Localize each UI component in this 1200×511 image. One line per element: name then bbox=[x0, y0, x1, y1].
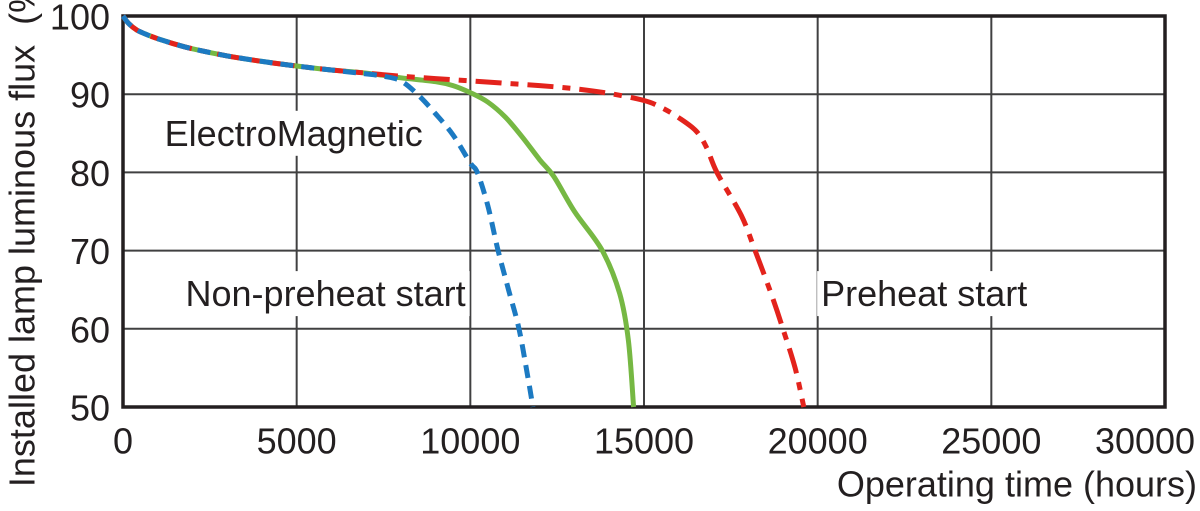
series-label-electromagnetic: ElectroMagnetic bbox=[165, 113, 423, 154]
x-axis-title: Operating time (hours) bbox=[837, 464, 1197, 505]
y-tick-label: 70 bbox=[70, 231, 110, 272]
y-tick-label: 100 bbox=[50, 0, 110, 38]
x-tick-label: 10000 bbox=[420, 421, 520, 462]
series-annotations: ElectroMagnetic Non-preheat start Preheat … bbox=[160, 110, 1032, 317]
gridlines bbox=[123, 16, 1165, 407]
x-tick-label: 15000 bbox=[594, 421, 694, 462]
y-tick-label: 90 bbox=[70, 75, 110, 116]
plot-frame bbox=[121, 14, 1167, 409]
x-tick-label: 25000 bbox=[941, 421, 1041, 462]
label-halo bbox=[817, 271, 1032, 317]
x-tick-label: 30000 bbox=[1095, 421, 1195, 462]
y-tick-label: 80 bbox=[70, 153, 110, 194]
y-tick-label: 50 bbox=[70, 388, 110, 429]
curve-non-preheat-start bbox=[120, 14, 536, 408]
curves bbox=[120, 14, 807, 408]
tick-labels: 100 90 80 70 60 500 5000 10000 15000 20000 25000 30… bbox=[50, 0, 1195, 462]
curve-preheat-start bbox=[120, 14, 807, 408]
y-tick-label: 60 bbox=[70, 309, 110, 350]
x-tick-label: 5000 bbox=[257, 421, 337, 462]
series-label-preheat-start: Preheat start bbox=[821, 273, 1027, 314]
label-halo bbox=[181, 271, 470, 317]
x-tick-label: 20000 bbox=[768, 421, 868, 462]
y-axis-title: Installed lamp luminous flux (%) bbox=[2, 0, 43, 487]
label-halo bbox=[160, 110, 427, 156]
series-label-non-preheat-start: Non-preheat start bbox=[186, 273, 466, 314]
x-tick-label: 0 bbox=[113, 421, 133, 462]
